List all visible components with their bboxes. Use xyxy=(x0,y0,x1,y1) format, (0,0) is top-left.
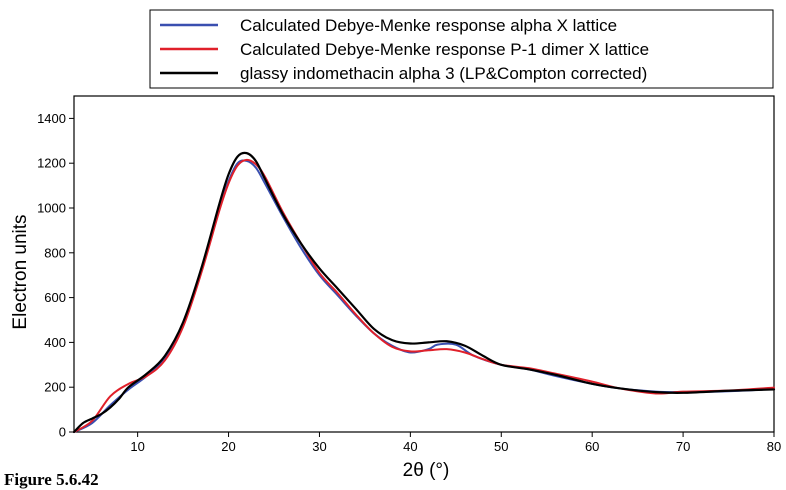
legend-box xyxy=(149,9,774,89)
y-axis-label: Electron units xyxy=(10,214,31,329)
legend-entry-1: Calculated Debye-Menke response alpha X … xyxy=(240,16,617,35)
y-tick-label: 1400 xyxy=(37,111,66,126)
x-tick-label: 30 xyxy=(312,439,326,454)
y-tick-label: 1200 xyxy=(37,156,66,171)
series-line-3 xyxy=(72,151,776,434)
x-tick-label: 70 xyxy=(676,439,690,454)
legend-entry-2: Calculated Debye-Menke response P-1 dime… xyxy=(240,40,649,59)
figure-caption: Figure 5.6.42 xyxy=(4,470,99,489)
y-tick-label: 1000 xyxy=(37,201,66,216)
y-tick-label: 600 xyxy=(44,290,66,305)
legend: Calculated Debye-Menke response alpha X … xyxy=(149,9,774,89)
y-tick-label: 800 xyxy=(44,245,66,260)
plot-area xyxy=(72,151,776,434)
series-line-2 xyxy=(73,158,775,433)
x-tick-label: 20 xyxy=(221,439,235,454)
x-tick-label: 60 xyxy=(585,439,599,454)
x-tick-label: 40 xyxy=(403,439,417,454)
y-tick-label: 0 xyxy=(59,425,66,440)
x-tick-label: 50 xyxy=(494,439,508,454)
x-tick-label: 10 xyxy=(130,439,144,454)
y-tick-label: 200 xyxy=(44,380,66,395)
x-axis-label: 2θ (°) xyxy=(403,460,450,481)
y-tick-label: 400 xyxy=(44,335,66,350)
series-line-1 xyxy=(73,159,775,433)
x-tick-label: 80 xyxy=(767,439,781,454)
legend-entry-3: glassy indomethacin alpha 3 (LP&Compton … xyxy=(240,64,647,83)
plot-frame xyxy=(73,95,775,433)
axes: 10 20 30 40 50 60 70 80020040060080010001200140… xyxy=(37,95,781,454)
